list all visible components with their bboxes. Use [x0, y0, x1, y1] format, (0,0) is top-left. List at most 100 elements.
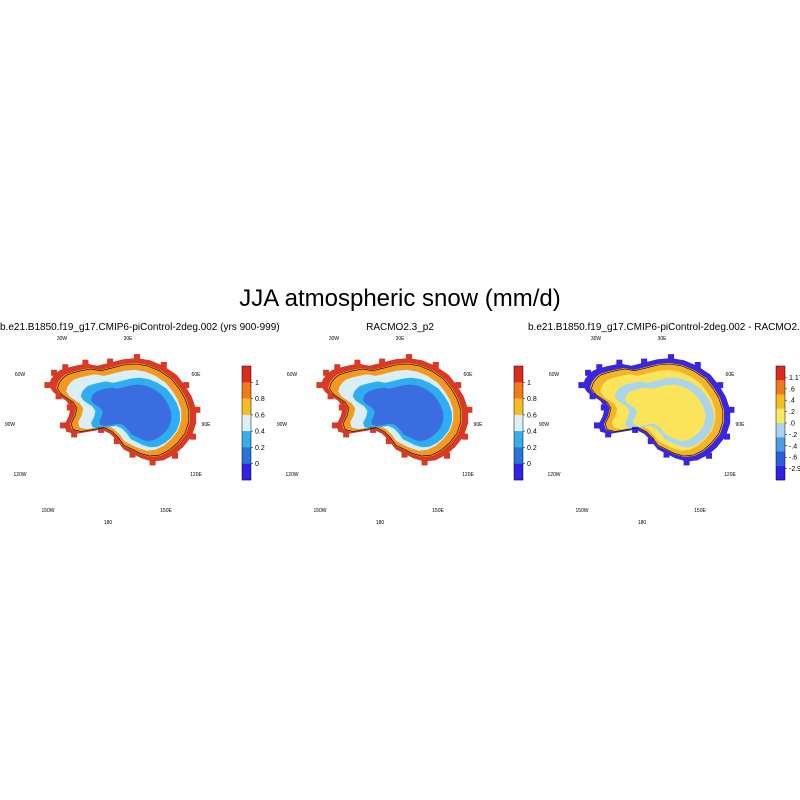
ice-sheet-field [48, 358, 197, 462]
colorbar-label: 0.8 [527, 396, 537, 403]
longitude-label: 30E [396, 336, 406, 342]
longitude-label: 120W [285, 472, 298, 478]
longitude-label: 150E [160, 508, 172, 514]
grid-cell [683, 459, 690, 466]
longitude-label: 180 [376, 520, 385, 526]
grid-cell [370, 426, 377, 433]
colorbar-label: 0.4 [255, 429, 265, 436]
longitude-label: 120E [462, 472, 474, 478]
grid-cell [605, 431, 612, 438]
grid-cell [332, 422, 338, 429]
grid-cell [444, 452, 450, 459]
panel-2-map: 30W 30E 60W 60E 90W 90E 120W 120E 150W 150E 180 1 0.… [277, 336, 537, 526]
ice-sheet-field [582, 358, 731, 462]
grid-cell [316, 382, 323, 389]
longitude-label: 30E [124, 336, 134, 342]
longitude-label: 150W [575, 508, 588, 514]
grid-cell [616, 359, 623, 366]
grid-cell [51, 369, 58, 376]
panel-1-map: 30W 30E 60W 60E 90W 90E 120W 120E 150W 150E 180 1 0.… [5, 336, 265, 526]
colorbar-frame [513, 365, 524, 481]
longitude-label: 90E [736, 422, 746, 428]
grid-cell [172, 452, 178, 459]
colorbar-label: -.2 [789, 432, 797, 439]
colorbar-frame [241, 365, 252, 481]
grid-cell [82, 359, 89, 366]
coast-cells [578, 354, 735, 466]
longitude-label: 90W [539, 422, 550, 428]
longitude-label: 30W [329, 336, 340, 342]
colorbar-label: 0.8 [255, 396, 265, 403]
colorbar-label: 0 [255, 461, 259, 468]
longitude-label: 120E [724, 472, 736, 478]
colorbar-swatch [514, 463, 523, 481]
grid-cell [401, 451, 408, 458]
longitude-label: 60E [192, 372, 202, 378]
grid-cell [385, 438, 392, 445]
longitude-label: 120W [13, 472, 26, 478]
longitude-label: 90W [5, 422, 16, 428]
grid-cell [44, 382, 51, 389]
longitude-label: 60E [464, 372, 474, 378]
panel-3-title: b.e21.B1850.f19_g17.CMIP6-piControl-2deg… [528, 322, 800, 333]
longitude-label: 90E [202, 422, 212, 428]
colorbar-swatch [776, 408, 785, 424]
grid-cell [406, 354, 412, 361]
colorbar-swatch [514, 366, 523, 383]
colorbar-swatch [514, 431, 523, 448]
grid-cell [343, 431, 350, 438]
grid-cell [717, 382, 724, 389]
grid-cell [724, 433, 730, 440]
grid-cell [578, 382, 585, 389]
grid-cell [354, 359, 361, 366]
grid-cell [585, 369, 592, 376]
figure-title: JJA atmospheric snow (mm/d) [239, 285, 561, 312]
longitude-label: 30W [57, 336, 68, 342]
colorbar-swatch [242, 431, 251, 448]
longitude-label: 60W [15, 372, 26, 378]
colorbar-label: 0.6 [255, 412, 265, 419]
grid-cell [668, 354, 674, 361]
grid-cell [421, 459, 428, 466]
grid-cell [190, 433, 196, 440]
longitude-label: 30E [658, 336, 668, 342]
longitude-label: 150W [41, 508, 54, 514]
grid-cell [600, 404, 607, 411]
grid-cell [113, 438, 120, 445]
longitude-label: 150E [432, 508, 444, 514]
colorbar-label: .2 [789, 409, 795, 416]
longitude-label: 60E [726, 372, 736, 378]
colorbar-swatch [242, 382, 251, 399]
colorbar-swatch [776, 366, 785, 381]
grid-cell [334, 364, 341, 371]
colorbar-label: .6 [789, 386, 795, 393]
ice-sheet-field [320, 358, 469, 462]
colorbar-label: 0.6 [527, 412, 537, 419]
colorbar-swatch [242, 366, 251, 383]
grid-cell [596, 364, 603, 371]
colorbar-label: 1 [255, 380, 259, 387]
colorbar: 1.177 .6 .4 .2 .0 -.2 -.4 -.6 -2.94 [775, 365, 800, 481]
coastline [57, 363, 190, 457]
grid-cell [455, 382, 462, 389]
grid-cell [194, 406, 201, 413]
longitude-label: 180 [104, 520, 113, 526]
grid-cell [663, 451, 670, 458]
longitude-label: 60W [549, 372, 560, 378]
panel-2-title: RACMO2.3_p2 [366, 322, 434, 333]
longitude-label: 150W [313, 508, 326, 514]
colorbar-swatch [242, 463, 251, 481]
colorbar-swatch [514, 398, 523, 416]
grid-cell [379, 358, 386, 365]
colorbar-label: -2.94 [789, 466, 800, 473]
longitude-label: 120W [547, 472, 560, 478]
grid-cell [647, 438, 654, 445]
panel-3-map: 30W 30E 60W 60E 90W 90E 120W 120E 150W 150E 180 1.1… [539, 336, 800, 526]
longitude-label: 90W [277, 422, 288, 428]
colorbar-label: .4 [789, 398, 795, 405]
grid-cell [728, 406, 735, 413]
colorbar-swatch [514, 414, 523, 432]
grid-cell [641, 358, 648, 365]
grid-cell [706, 452, 712, 459]
colorbar-label: 1.177 [789, 375, 800, 382]
